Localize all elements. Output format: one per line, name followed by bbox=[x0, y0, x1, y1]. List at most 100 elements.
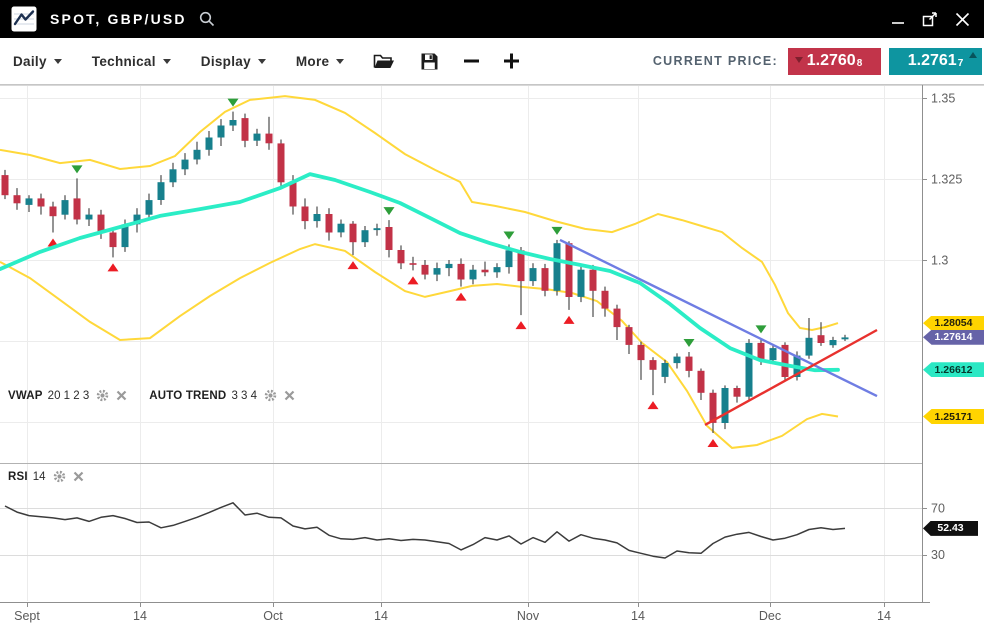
sell-fractal-icon bbox=[551, 226, 563, 235]
price-down-arrow-icon bbox=[795, 56, 803, 63]
candle-52 bbox=[625, 327, 633, 345]
candle-53 bbox=[637, 344, 645, 361]
buy-fractal-icon bbox=[647, 401, 659, 410]
chevron-down-icon bbox=[257, 58, 266, 64]
candle-57 bbox=[685, 356, 693, 371]
candle-0 bbox=[1, 175, 9, 196]
rsi-params: 14 bbox=[32, 470, 46, 483]
bid-price-badge[interactable]: 1.2760 8 bbox=[788, 47, 881, 75]
candle-12 bbox=[145, 200, 153, 215]
titlebar: SPOT, GBP/USD bbox=[0, 0, 984, 38]
candle-65 bbox=[781, 344, 789, 377]
ask-price-badge[interactable]: 1.2761 7 bbox=[889, 47, 982, 75]
candle-51 bbox=[613, 308, 621, 328]
candle-13 bbox=[157, 182, 165, 200]
vwap-params: 20 1 2 3 bbox=[47, 389, 90, 402]
auto-trend-resistance bbox=[559, 238, 878, 398]
svg-text:Oct: Oct bbox=[263, 609, 283, 623]
svg-text:Sept: Sept bbox=[14, 609, 40, 623]
candle-41 bbox=[493, 267, 501, 273]
rsi-settings-gear-icon[interactable] bbox=[53, 470, 66, 483]
candle-5 bbox=[61, 200, 69, 215]
ask-price-subdigit: 7 bbox=[957, 58, 964, 69]
candle-49 bbox=[589, 269, 597, 291]
candle-20 bbox=[241, 118, 249, 141]
sell-fractal-icon bbox=[755, 325, 767, 334]
svg-text:1.3: 1.3 bbox=[931, 254, 948, 268]
search-icon[interactable] bbox=[198, 10, 216, 28]
autotrend-name: AUTO TREND bbox=[149, 389, 227, 402]
axes bbox=[0, 85, 984, 607]
last-price-badge: 1.27614 bbox=[923, 329, 984, 345]
candle-34 bbox=[409, 263, 417, 265]
autotrend-params: 3 3 4 bbox=[231, 389, 258, 402]
open-folder-icon[interactable] bbox=[373, 52, 395, 70]
menu-more[interactable]: More bbox=[296, 54, 345, 69]
candle-36 bbox=[433, 268, 441, 275]
candle-18 bbox=[217, 125, 225, 138]
zoom-out-icon[interactable] bbox=[464, 59, 480, 63]
menu-timeframe-daily[interactable]: Daily bbox=[13, 54, 62, 69]
rsi-indicator-label: RSI 14 bbox=[8, 470, 84, 483]
candle-48 bbox=[577, 269, 585, 297]
menu-display[interactable]: Display bbox=[201, 54, 266, 69]
candle-58 bbox=[697, 370, 705, 393]
candle-59 bbox=[709, 392, 717, 423]
candle-30 bbox=[361, 230, 369, 243]
svg-text:14: 14 bbox=[133, 609, 147, 623]
candle-54 bbox=[649, 360, 657, 370]
svg-text:Nov: Nov bbox=[517, 609, 540, 623]
menu-technical[interactable]: Technical bbox=[92, 54, 171, 69]
svg-text:14: 14 bbox=[877, 609, 891, 623]
candle-17 bbox=[205, 137, 213, 150]
main-indicator-row: VWAP 20 1 2 3 AUTO TREND 3 3 4 bbox=[8, 389, 295, 402]
vwap-remove-icon[interactable] bbox=[116, 390, 127, 401]
candle-70 bbox=[841, 337, 849, 340]
bollinger-lower-line bbox=[0, 243, 839, 449]
buy-fractal-icon bbox=[515, 321, 527, 330]
candle-27 bbox=[325, 214, 333, 233]
ask-price-value: 1.2761 bbox=[907, 52, 957, 69]
candle-64 bbox=[769, 348, 777, 361]
candle-61 bbox=[733, 388, 741, 397]
rsi-value-badge: 52.43 bbox=[923, 520, 978, 536]
chevron-down-icon bbox=[162, 58, 171, 64]
popout-button[interactable] bbox=[922, 11, 938, 27]
auto-trend-support bbox=[704, 328, 878, 426]
autotrend-settings-gear-icon[interactable] bbox=[264, 389, 277, 402]
toolbar: Daily Technical Display More bbox=[0, 38, 984, 85]
candle-35 bbox=[421, 264, 429, 275]
vwap-settings-gear-icon[interactable] bbox=[96, 389, 109, 402]
sell-fractal-icon bbox=[503, 231, 515, 240]
bollinger-upper-line bbox=[0, 95, 839, 332]
candle-39 bbox=[469, 269, 477, 280]
candle-31 bbox=[373, 228, 381, 231]
svg-text:30: 30 bbox=[931, 548, 945, 562]
menu-daily-label: Daily bbox=[13, 53, 47, 69]
zoom-in-icon[interactable] bbox=[504, 53, 520, 69]
vwap-indicator-label: VWAP 20 1 2 3 bbox=[8, 389, 127, 402]
candle-38 bbox=[457, 263, 465, 280]
candle-1 bbox=[13, 195, 21, 204]
svg-text:70: 70 bbox=[931, 502, 945, 516]
sell-fractal-icon bbox=[383, 207, 395, 216]
autotrend-remove-icon[interactable] bbox=[284, 390, 295, 401]
candle-9 bbox=[109, 232, 117, 248]
rsi-remove-icon[interactable] bbox=[73, 471, 84, 482]
sell-fractal-icon bbox=[71, 165, 83, 174]
minimize-button[interactable] bbox=[891, 12, 905, 26]
candle-14 bbox=[169, 169, 177, 183]
save-icon[interactable] bbox=[420, 52, 439, 71]
price-up-arrow-icon bbox=[969, 51, 977, 58]
svg-text:1.325: 1.325 bbox=[931, 173, 962, 187]
candle-19 bbox=[229, 120, 237, 126]
candle-22 bbox=[265, 133, 273, 144]
close-button[interactable] bbox=[955, 12, 970, 27]
toolbar-icons bbox=[373, 52, 520, 71]
rsi-name: RSI bbox=[8, 470, 28, 483]
candle-32 bbox=[385, 227, 393, 250]
buy-fractal-icon bbox=[407, 276, 419, 285]
candle-60 bbox=[721, 388, 729, 423]
